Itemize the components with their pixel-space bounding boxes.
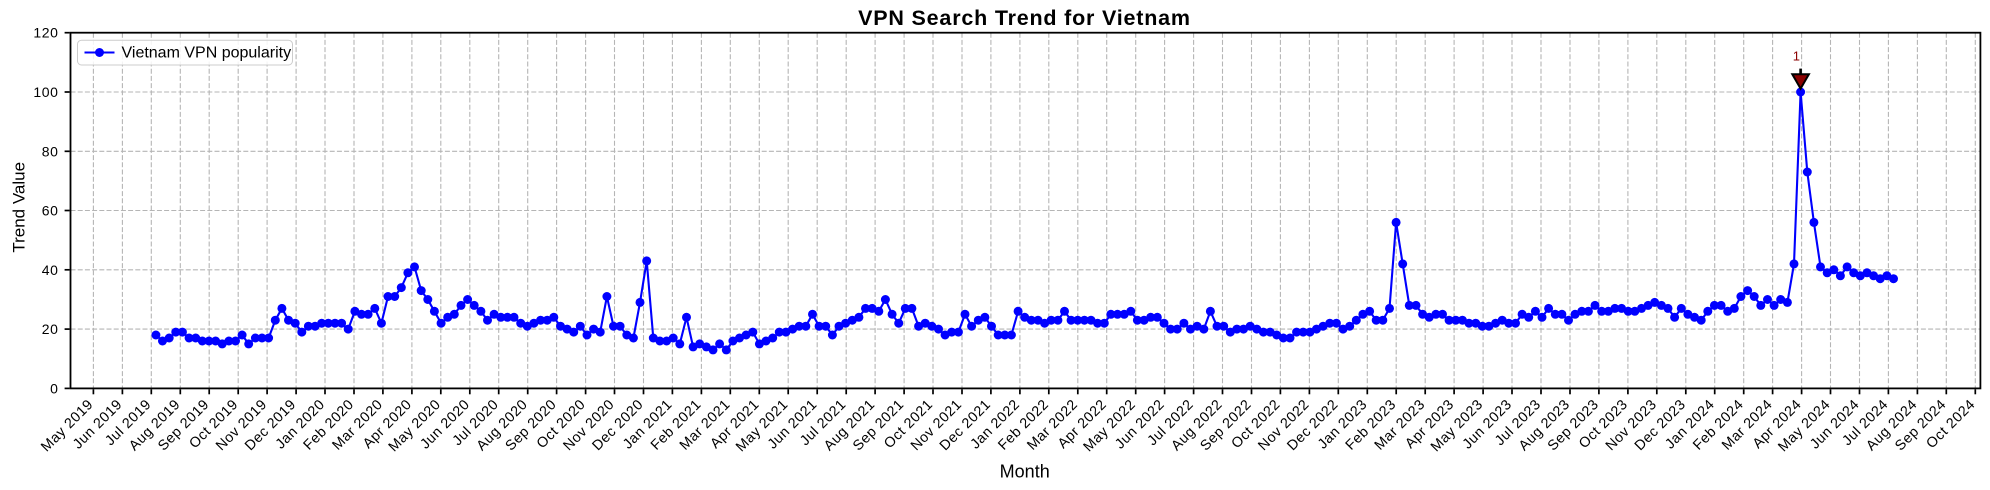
svg-text:1: 1 <box>1793 49 1800 64</box>
svg-text:Vietnam VPN popularity: Vietnam VPN popularity <box>122 45 292 62</box>
svg-text:Trend Value: Trend Value <box>10 162 29 253</box>
svg-text:Month: Month <box>1000 462 1050 482</box>
svg-text:VPN Search Trend for Vietnam: VPN Search Trend for Vietnam <box>858 6 1191 30</box>
svg-text:100: 100 <box>33 84 58 100</box>
svg-text:20: 20 <box>42 321 59 337</box>
svg-text:80: 80 <box>42 143 59 159</box>
svg-text:120: 120 <box>33 25 58 41</box>
svg-text:40: 40 <box>42 262 59 278</box>
svg-text:60: 60 <box>42 203 59 219</box>
svg-text:0: 0 <box>50 380 58 396</box>
